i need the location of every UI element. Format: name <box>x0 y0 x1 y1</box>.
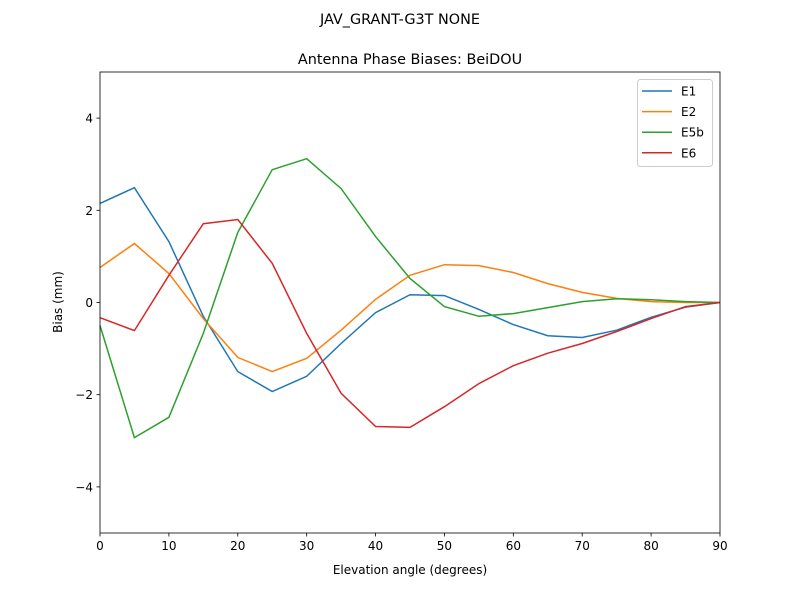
plot-area: 0 10 20 30 40 50 60 70 80 90 −4 −2 0 2 4 <box>75 71 728 553</box>
x-tick-label: 40 <box>368 539 383 553</box>
series-line-e2 <box>99 242 720 373</box>
chart-title: Antenna Phase Biases: BeiDOU <box>298 52 522 68</box>
legend-label-e2: E2 <box>681 105 696 119</box>
legend-label-e6: E6 <box>681 146 696 160</box>
axes-frame <box>99 71 721 534</box>
x-tick-label: 80 <box>643 539 658 553</box>
y-tick-label: −4 <box>75 480 93 494</box>
x-axis-label: Elevation angle (degrees) <box>333 563 487 577</box>
x-tick-label: 0 <box>96 539 104 553</box>
x-tick-label: 20 <box>230 539 245 553</box>
legend-label-e5b: E5b <box>681 126 704 140</box>
series-line-e1 <box>99 186 721 393</box>
legend-box <box>637 79 713 167</box>
legend: E1 E2 E5b E6 <box>637 79 713 167</box>
y-axis-label: Bias (mm) <box>51 271 65 333</box>
x-tick-label: 30 <box>299 539 314 553</box>
series-line-e5b <box>99 157 721 439</box>
legend-label-e1: E1 <box>681 85 696 99</box>
y-tick-label: 2 <box>85 204 93 218</box>
x-tick-label: 10 <box>161 539 176 553</box>
figure-title: JAV_GRANT-G3T NONE <box>319 12 480 28</box>
x-tick-label: 70 <box>575 539 590 553</box>
x-tick-label: 90 <box>712 539 727 553</box>
series-line-e6 <box>99 218 721 429</box>
x-tick-label: 60 <box>506 539 521 553</box>
y-tick-label: −2 <box>75 388 93 402</box>
y-tick-label: 0 <box>85 296 93 310</box>
y-tick-label: 4 <box>85 112 93 126</box>
x-tick-label: 50 <box>437 539 452 553</box>
